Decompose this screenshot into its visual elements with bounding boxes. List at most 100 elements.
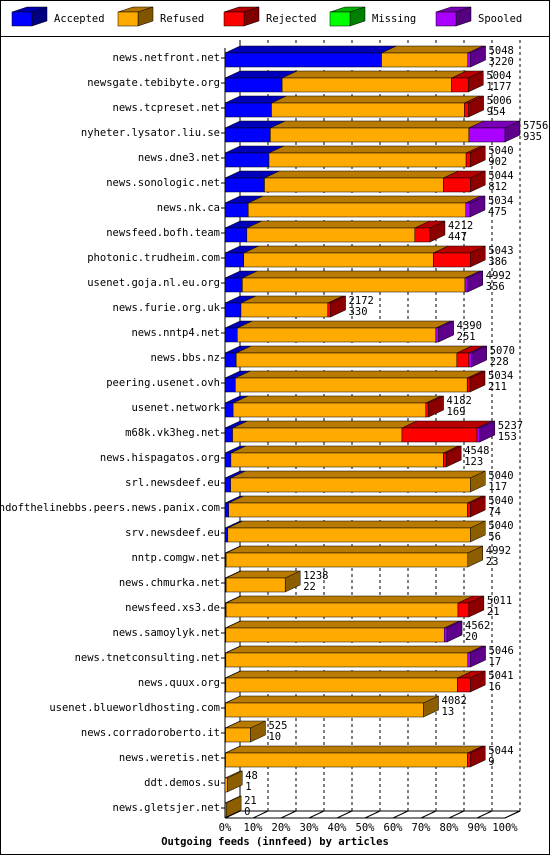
y-tick-label: news.nk.ca — [157, 202, 220, 214]
bar-front — [433, 252, 471, 268]
bar-front — [224, 152, 270, 168]
bar-front — [230, 477, 471, 493]
bar-side — [479, 420, 496, 443]
accepted-label: 228 — [490, 356, 509, 368]
bar-top — [271, 95, 480, 104]
accepted-label: 1177 — [486, 81, 511, 93]
bar-segment — [268, 145, 482, 168]
accepted-label: 211 — [488, 381, 507, 393]
x-tick-label: 100% — [492, 822, 518, 834]
bar-side — [468, 95, 484, 118]
accepted-label: 1 — [245, 781, 251, 793]
bar-front — [401, 427, 478, 443]
bar-front — [224, 427, 233, 443]
bar-front — [467, 652, 471, 668]
y-tick-label: endofthelinebbs.peers.news.panix.com — [0, 502, 220, 514]
accepted-label: 902 — [488, 156, 507, 168]
bar-side — [470, 45, 486, 68]
offered-label: 48 — [245, 770, 258, 782]
x-tick-label: 10% — [244, 822, 264, 834]
bar-top — [268, 145, 482, 154]
bar-segment — [246, 220, 430, 243]
bar-top — [270, 120, 484, 129]
accepted-label: 3220 — [489, 56, 514, 68]
offered-label: 4548 — [464, 445, 489, 457]
bar-front — [247, 202, 467, 218]
bar-side — [446, 620, 463, 643]
bar-front — [264, 177, 444, 193]
bar-side — [225, 795, 242, 818]
offered-label: 4390 — [457, 320, 482, 332]
offered-label: 4182 — [447, 395, 472, 407]
bar-segment — [456, 345, 484, 368]
bar-top — [226, 545, 483, 554]
accepted-label: 23 — [486, 556, 499, 568]
legend-swatch — [11, 11, 33, 27]
bar-side — [284, 570, 301, 593]
y-tick-label: news.sonologic.net — [106, 177, 220, 189]
accepted-label: 17 — [489, 656, 502, 668]
tick-mark — [504, 810, 521, 819]
bar-side — [445, 445, 462, 468]
bar-front — [246, 227, 416, 243]
legend-label: Spooled — [478, 13, 522, 25]
x-tick-label: 0% — [219, 822, 232, 834]
bar-segment — [235, 345, 472, 368]
bar-front — [476, 427, 481, 443]
accepted-label: 169 — [447, 406, 466, 418]
bar-top — [240, 295, 343, 304]
offered-label: 21 — [244, 795, 257, 807]
legend-swatch — [223, 11, 245, 27]
tick-mark — [336, 810, 353, 819]
bar-front — [467, 502, 471, 518]
bar-front — [224, 477, 231, 493]
y-tick-label: usenet.goja.nl.eu.org — [87, 277, 220, 289]
bar-segment — [224, 245, 259, 268]
tick-mark — [280, 810, 297, 819]
offered-label: 5046 — [489, 645, 514, 657]
bar-front — [465, 202, 471, 218]
y-tick-label: news.tnetconsulting.net — [75, 652, 220, 664]
bar-top — [381, 45, 483, 54]
bar-top — [226, 595, 474, 604]
x-tick-label: 30% — [300, 822, 320, 834]
bar-segment — [224, 45, 397, 68]
bar-top — [225, 645, 483, 654]
bar-side — [470, 670, 486, 693]
bar-front — [224, 52, 382, 68]
bar-front — [468, 352, 472, 368]
y-tick-label: news.hispagatos.org — [100, 452, 220, 464]
bar-side — [467, 270, 484, 293]
bar-segment — [270, 120, 484, 143]
bar-side — [470, 645, 486, 668]
accepted-label: 123 — [464, 456, 483, 468]
bar-front — [451, 77, 469, 93]
bar-side — [469, 370, 486, 393]
tick-mark — [476, 810, 493, 819]
accepted-label: 251 — [457, 331, 476, 343]
y-tick-label: news.bbs.nz — [150, 352, 220, 364]
bar-segment — [224, 120, 286, 143]
x-tick-label: 20% — [272, 822, 292, 834]
bar-front — [268, 152, 467, 168]
bar-side — [469, 195, 486, 218]
bar-side — [471, 345, 487, 368]
accepted-label: 10 — [268, 731, 281, 743]
bar-segment — [225, 595, 474, 618]
y-tick-label: nntp.comgw.net — [131, 552, 220, 564]
legend-label: Refused — [160, 13, 204, 25]
bar-front — [225, 752, 468, 768]
bar-top — [233, 395, 441, 404]
offered-label: 5043 — [488, 245, 513, 257]
tick-mark — [448, 810, 465, 819]
offered-label: 5034 — [488, 195, 513, 207]
tick-mark — [308, 810, 325, 819]
accepted-label: 74 — [488, 506, 501, 518]
bar-segment — [225, 645, 483, 668]
bar-front — [381, 52, 469, 68]
tick-mark — [364, 810, 381, 819]
offered-label: 5006 — [487, 95, 512, 107]
bar-front — [435, 327, 439, 343]
bar-front — [457, 602, 470, 618]
